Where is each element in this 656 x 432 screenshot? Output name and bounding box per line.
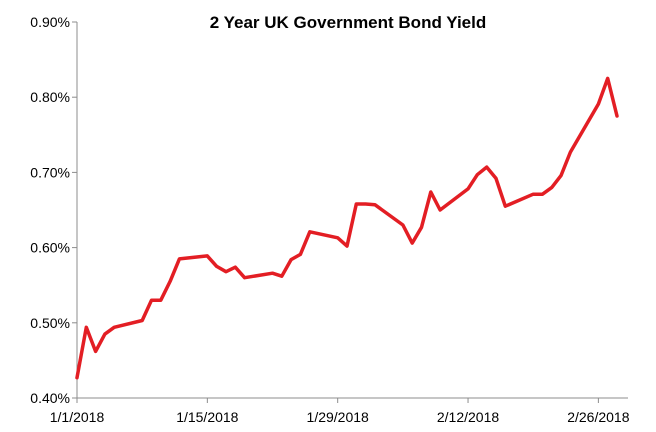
series-layer (75, 76, 619, 380)
y-axis-ticks: 0.40% 0.50% 0.60% 0.70% 0.80% 0.90% (30, 14, 77, 406)
y-tick-label: 0.90% (30, 14, 70, 30)
y-tick-label: 0.70% (30, 164, 70, 180)
y-tick-label: 0.80% (30, 89, 70, 105)
x-tick-label: 1/15/2018 (176, 409, 238, 425)
x-tick-label: 1/1/2018 (50, 409, 105, 425)
y-tick-label: 0.50% (30, 315, 70, 331)
x-tick-label: 2/26/2018 (567, 409, 629, 425)
y-tick-label: 0.40% (30, 390, 70, 406)
y-tick-label: 0.60% (30, 240, 70, 256)
x-axis-ticks: 1/1/2018 1/15/2018 1/29/2018 2/12/2018 2/26/… (50, 398, 630, 425)
chart-title: 2 Year UK Government Bond Yield (210, 13, 487, 32)
x-tick-label: 2/12/2018 (437, 409, 499, 425)
series-line (75, 76, 619, 380)
x-tick-label: 1/29/2018 (307, 409, 369, 425)
